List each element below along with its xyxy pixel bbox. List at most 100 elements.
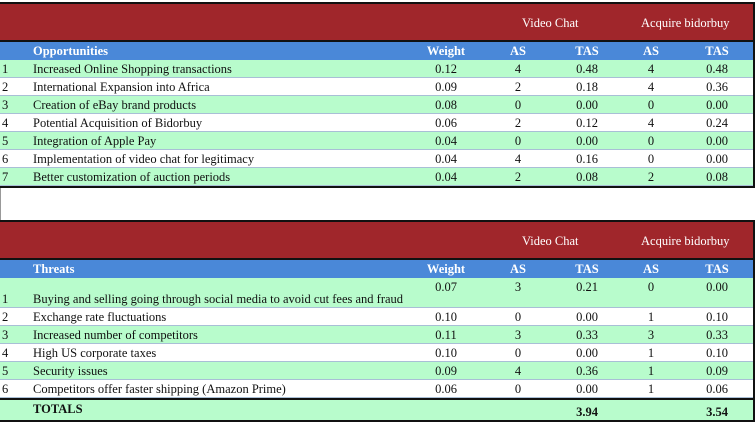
strategy-header: Video Chat Acquire bidorbuy	[0, 4, 753, 42]
total-acquire: 3.54	[706, 405, 728, 419]
as-video-chat: 4	[514, 62, 522, 76]
total-video-chat: 3.94	[576, 405, 598, 419]
as-header: AS	[510, 262, 526, 276]
tas-video-chat: 0.48	[576, 62, 598, 76]
table-row: 2 Exchange rate fluctuations 0.10 0 0.00 1 0.1…	[0, 308, 753, 326]
weight: 0.06	[435, 382, 457, 396]
table-row: 2 International Expansion into Africa 0.09…	[0, 78, 753, 96]
weight: 0.10	[435, 346, 457, 360]
weight: 0.09	[435, 364, 457, 378]
tas-header: TAS	[575, 262, 599, 276]
as-video-chat: 3	[514, 280, 522, 294]
as-acquire: 2	[647, 170, 655, 184]
tas-video-chat: 0.00	[576, 382, 598, 396]
row-number: 3	[2, 98, 9, 112]
tas-acquire: 0.48	[706, 62, 728, 76]
weight: 0.08	[435, 98, 457, 112]
tas-acquire: 0.00	[706, 280, 728, 294]
threats-table: Video Chat Acquire bidorbuy Threats Weight A…	[0, 220, 755, 422]
table-row: 4 High US corporate taxes 0.10 0 0.00 1 0.10	[0, 344, 753, 362]
as-acquire: 3	[647, 328, 655, 342]
table-row: 1 Increased Online Shopping transactions 0…	[0, 60, 753, 78]
strategy-video-chat: Video Chat	[522, 234, 579, 248]
tas-video-chat: 0.00	[576, 310, 598, 324]
row-number: 5	[2, 364, 9, 378]
tas-video-chat: 0.00	[576, 134, 598, 148]
row-number: 4	[2, 116, 9, 130]
tas-header: TAS	[705, 262, 729, 276]
weight-header: Weight	[426, 44, 466, 58]
weight: 0.10	[435, 310, 457, 324]
row-number: 3	[2, 328, 9, 342]
tas-video-chat: 0.16	[576, 152, 598, 166]
factor-name: Buying and selling going through social …	[33, 292, 404, 306]
factor-name: Better customization of auction periods	[33, 170, 231, 184]
tas-video-chat: 0.21	[576, 280, 598, 294]
section-title: Opportunities	[33, 44, 109, 58]
as-header: AS	[643, 44, 659, 58]
row-number: 4	[2, 346, 9, 360]
row-number: 1	[2, 292, 9, 306]
as-acquire: 4	[647, 62, 655, 76]
as-acquire: 0	[647, 98, 655, 112]
table-row: 7 Better customization of auction periods…	[0, 168, 753, 186]
tas-acquire: 0.33	[706, 328, 728, 342]
weight: 0.07	[435, 280, 457, 294]
table-row: 6 Competitors offer faster shipping (Amaz…	[0, 380, 753, 398]
tas-header: TAS	[575, 44, 599, 58]
weight: 0.12	[435, 62, 457, 76]
tas-acquire: 0.00	[706, 152, 728, 166]
tas-acquire: 0.09	[706, 364, 728, 378]
as-video-chat: 4	[514, 364, 522, 378]
weight: 0.04	[435, 134, 457, 148]
factor-name: Security issues	[33, 364, 108, 378]
as-video-chat: 0	[514, 310, 522, 324]
strategy-header: Video Chat Acquire bidorbuy	[0, 222, 753, 260]
tas-acquire: 0.00	[706, 134, 728, 148]
weight: 0.04	[435, 152, 457, 166]
weight: 0.09	[435, 80, 457, 94]
as-video-chat: 2	[514, 116, 522, 130]
tas-acquire: 0.06	[706, 382, 728, 396]
factor-name: Creation of eBay brand products	[33, 98, 197, 112]
factor-name: Integration of Apple Pay	[33, 134, 157, 148]
row-number: 2	[2, 310, 9, 324]
totals-label: TOTALS	[33, 402, 83, 416]
as-acquire: 0	[647, 152, 655, 166]
row-number: 1	[2, 62, 9, 76]
as-video-chat: 0	[514, 98, 522, 112]
column-header: Opportunities Weight AS TAS AS TAS	[0, 42, 753, 60]
factor-name: Potential Acquisition of Bidorbuy	[33, 116, 203, 130]
as-video-chat: 0	[514, 382, 522, 396]
factor-name: Competitors offer faster shipping (Amazo…	[33, 382, 286, 396]
factor-name: Increased number of competitors	[33, 328, 198, 342]
section-title: Threats	[33, 262, 75, 276]
factor-name: High US corporate taxes	[33, 346, 157, 360]
as-acquire: 1	[647, 310, 655, 324]
totals-row: TOTALS 3.94 3.54	[0, 398, 753, 420]
as-acquire: 1	[647, 364, 655, 378]
table-row: 3 Increased number of competitors 0.11 3 0.3…	[0, 326, 753, 344]
factor-name: Implementation of video chat for legitim…	[33, 152, 255, 166]
weight: 0.04	[435, 170, 457, 184]
as-video-chat: 2	[514, 80, 522, 94]
as-acquire: 0	[647, 280, 655, 294]
as-acquire: 1	[647, 382, 655, 396]
as-header: AS	[510, 44, 526, 58]
tas-acquire: 0.10	[706, 346, 728, 360]
divider	[0, 184, 1, 221]
tas-acquire: 0.24	[706, 116, 728, 130]
tas-acquire: 0.00	[706, 98, 728, 112]
table-row: 1 Buying and selling going through social…	[0, 278, 753, 308]
tas-video-chat: 0.33	[576, 328, 598, 342]
as-video-chat: 2	[514, 170, 522, 184]
row-number: 6	[2, 152, 9, 166]
factor-name: International Expansion into Africa	[33, 80, 210, 94]
tas-header: TAS	[705, 44, 729, 58]
tas-acquire: 0.08	[706, 170, 728, 184]
as-video-chat: 0	[514, 134, 522, 148]
tas-video-chat: 0.00	[576, 346, 598, 360]
table-row: 3 Creation of eBay brand products 0.08 0 0.0…	[0, 96, 753, 114]
opportunities-table: Video Chat Acquire bidorbuy Opportunities W…	[0, 2, 755, 188]
as-acquire: 4	[647, 80, 655, 94]
